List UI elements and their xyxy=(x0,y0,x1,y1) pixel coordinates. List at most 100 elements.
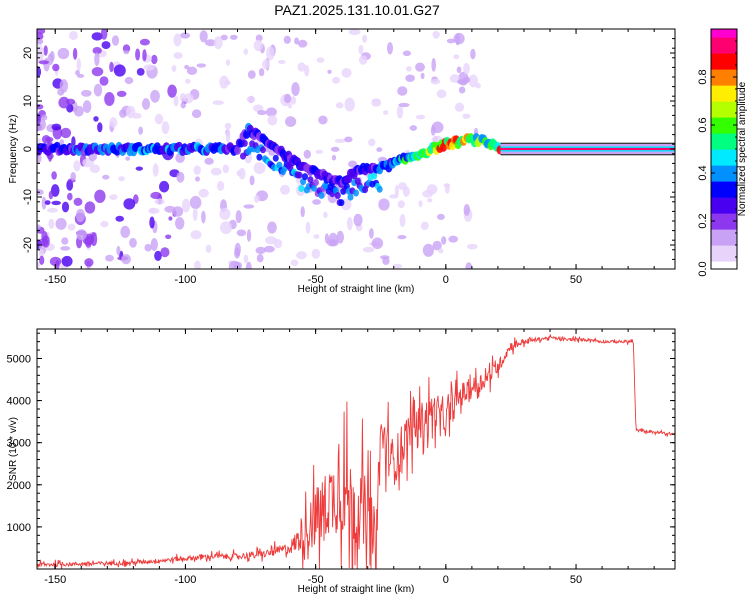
spectrogram-noise-cell xyxy=(405,74,415,82)
spectrogram-noise-cell xyxy=(142,49,147,62)
spectrogram-noise-cell xyxy=(358,55,368,65)
colorbar-segment xyxy=(711,225,737,230)
spectrogram-noise-cell xyxy=(149,216,155,229)
spectrogram-noise-cell xyxy=(264,245,275,253)
spectrogram-noise-cell xyxy=(246,229,252,242)
spectrogram-noise-cell xyxy=(344,136,353,143)
spectrogram-noise-cell xyxy=(183,93,194,104)
spectrogram-noise-cell xyxy=(318,115,328,125)
spectrogram-noise-cell xyxy=(142,98,150,110)
spectrogram-noise-cell xyxy=(189,195,202,210)
spectrogram-noise-cell xyxy=(115,215,124,222)
colorbar-segment xyxy=(711,97,737,102)
spectrogram-noise-cell xyxy=(341,68,352,78)
colorbar-segment xyxy=(711,137,737,142)
spectrogram-noise-cell xyxy=(122,44,131,53)
spectrogram-noise-cell xyxy=(454,102,465,112)
spectrogram-noise-cell xyxy=(219,75,229,89)
snr-x-label: Height of straight line (km) xyxy=(298,584,415,595)
spectrogram-noise-cell xyxy=(116,90,127,97)
spectrogram-noise-cell xyxy=(37,32,44,41)
spectrogram-noise-cell xyxy=(111,35,120,46)
spectrogram-noise-cell xyxy=(75,208,85,223)
spectrogram-noise-cell xyxy=(37,113,42,125)
colorbar-segment xyxy=(711,69,737,74)
colorbar-segment xyxy=(711,149,737,154)
spectrogram-noise-cell xyxy=(224,122,232,130)
spectrogram-noise-cell xyxy=(168,216,173,221)
spectrogram-noise-cell xyxy=(219,207,231,220)
spectrogram-noise-cell xyxy=(379,255,390,260)
snr-y-label: SNR (10 * v/v) xyxy=(8,417,19,481)
spectrogram-x-label: Height of straight line (km) xyxy=(298,284,415,295)
spectrogram-noise-cell xyxy=(267,114,278,126)
colorbar-segment xyxy=(711,81,737,86)
spectrogram-noise-cell xyxy=(436,89,447,99)
spectrogram-noise-cell xyxy=(43,57,50,72)
colorbar-segment xyxy=(711,173,737,178)
spectrogram-noise-cell xyxy=(105,254,114,262)
colorbar-segment xyxy=(711,109,737,114)
spectrogram-noise-cell xyxy=(415,114,426,120)
spectrogram-noise-cell xyxy=(311,248,321,259)
colorbar-segment xyxy=(711,197,737,202)
spectrogram-noise-cell xyxy=(97,122,103,133)
colorbar-tick-label: 0.0 xyxy=(697,261,709,276)
spectrogram-noise-cell xyxy=(149,207,156,214)
x-tick-label: -150 xyxy=(44,274,66,286)
spectrogram-noise-cell xyxy=(216,181,225,191)
spectrogram-noise-cell xyxy=(220,221,232,235)
spectrogram-noise-cell xyxy=(392,263,403,269)
spectrogram-noise-cell xyxy=(430,78,441,85)
colorbar-segment xyxy=(711,49,737,54)
spectrogram-noise-cell xyxy=(465,262,473,269)
spectrogram-noise-cell xyxy=(123,50,130,55)
colorbar-segment xyxy=(711,105,737,110)
spectrogram-noise-cell xyxy=(213,36,223,50)
spectrogram-noise-cell xyxy=(247,70,256,79)
colorbar-tick-label: 0.6 xyxy=(697,117,709,132)
spectrogram-noise-cell xyxy=(323,211,328,219)
spectrogram-noise-cell xyxy=(283,35,291,44)
spectrogram-noise-cell xyxy=(196,63,207,68)
spectrogram-noise-cell xyxy=(93,116,99,122)
spectrogram-noise-cell xyxy=(458,86,466,94)
spectrogram-noise-cell xyxy=(100,29,108,40)
spectrogram-noise-cell xyxy=(456,79,468,85)
spectrogram-branch-cell xyxy=(272,154,279,162)
spectrogram-noise-cell xyxy=(287,103,292,109)
spectrogram-noise-cell xyxy=(136,68,145,76)
spectrogram-noise-cell xyxy=(198,188,209,198)
colorbar-segment xyxy=(711,129,737,134)
spectrogram-noise-cell xyxy=(37,38,44,45)
spectrogram-noise-cell xyxy=(129,237,137,248)
colorbar-label: Normalized spectral amplitude xyxy=(737,81,748,216)
spectrogram-noise-cell xyxy=(284,93,292,104)
colorbar-segment xyxy=(711,125,737,130)
spectrogram-noise-cell xyxy=(246,96,256,103)
colorbar-segment xyxy=(711,177,737,182)
snr-series-line xyxy=(36,334,675,570)
spectrogram-noise-cell xyxy=(159,180,170,193)
spectrogram-branch-cell xyxy=(296,171,303,179)
spectrogram-noise-cell xyxy=(67,192,73,201)
spectrogram-noise-cell xyxy=(154,250,162,261)
spectrogram-noise-cell xyxy=(399,214,406,227)
spectrogram-noise-cell xyxy=(330,146,340,152)
y-tick-label: 2000 xyxy=(7,480,31,492)
spectrogram-marks xyxy=(37,29,675,269)
spectrogram-noise-cell xyxy=(249,175,255,186)
spectrogram-noise-cell xyxy=(38,60,49,65)
spectrogram-noise-cell xyxy=(378,198,390,211)
y-tick-label: 0 xyxy=(22,146,34,152)
spectrogram-noise-cell xyxy=(118,176,125,182)
colorbar: 0.0 0.2 0.4 0.6 0.8 Normalized spectral ampl… xyxy=(697,28,748,277)
spectrogram-noise-cell xyxy=(180,101,186,109)
colorbar-axis: 0.0 0.2 0.4 0.6 0.8 xyxy=(697,28,737,277)
spectrogram-branch-cell xyxy=(302,173,308,181)
spectrogram-noise-cell xyxy=(123,198,136,210)
spectrogram-noise-cell xyxy=(55,218,67,230)
spectrogram-noise-cell xyxy=(353,213,363,227)
spectrogram-noise-cell xyxy=(336,230,344,244)
